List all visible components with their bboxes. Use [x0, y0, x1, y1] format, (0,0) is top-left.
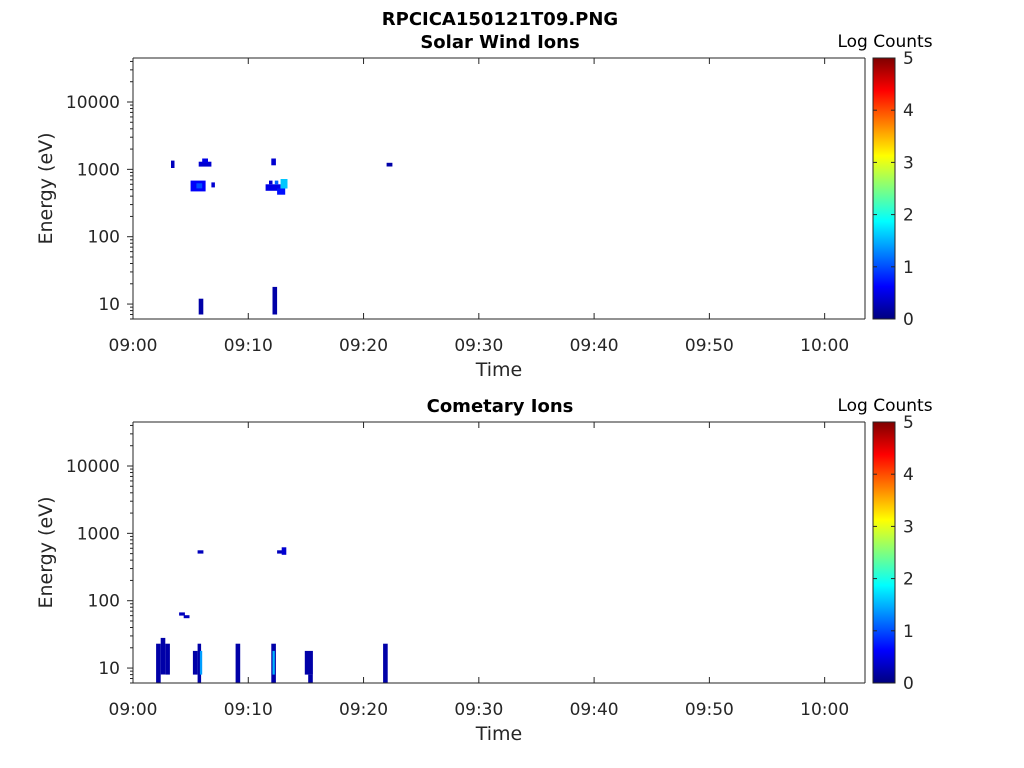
y-tick-label: 10000	[66, 457, 120, 477]
chart-title: Cometary Ions	[427, 396, 574, 417]
heatmap-cell	[272, 286, 278, 315]
heatmap-cell	[198, 161, 212, 167]
colorbar-label: Log Counts	[837, 32, 932, 52]
colorbar-tick-label: 5	[903, 49, 914, 69]
x-tick-label: 09:50	[685, 700, 734, 720]
colorbar-tick-label: 2	[903, 570, 914, 590]
heatmap-cell	[271, 158, 276, 166]
colorbar	[872, 421, 896, 684]
heatmap-cell	[281, 547, 287, 555]
colorbar-tick-label: 2	[903, 206, 914, 226]
x-tick-label: 09:40	[570, 700, 619, 720]
colorbar-tick-label: 0	[903, 310, 914, 330]
x-tick-label: 09:10	[224, 700, 273, 720]
x-tick-label: 09:50	[685, 336, 734, 356]
y-tick-label: 100	[88, 592, 120, 612]
y-tick-label: 10	[98, 295, 120, 315]
heatmap-cell	[272, 650, 275, 675]
heatmap-cell	[274, 180, 279, 185]
heatmap-cell	[160, 637, 166, 675]
y-tick-label: 1000	[77, 524, 120, 544]
heatmap-cell	[386, 162, 393, 167]
y-tick-label: 100	[88, 228, 120, 248]
colorbar-tick-label: 3	[903, 153, 914, 173]
heatmap-cell	[202, 158, 208, 163]
heatmap-cell	[211, 182, 215, 188]
colorbar-tick-label: 0	[903, 674, 914, 694]
heatmap-cell	[165, 643, 170, 675]
y-tick-label: 10	[98, 659, 120, 679]
heatmap-cell	[304, 650, 313, 675]
x-tick-label: 09:30	[454, 336, 503, 356]
x-tick-label: 09:40	[570, 336, 619, 356]
heatmap-cell	[179, 612, 185, 616]
x-tick-label: 10:00	[800, 700, 849, 720]
colorbar-tick-label: 5	[903, 413, 914, 433]
heatmap-cell	[277, 188, 286, 195]
x-axis-label: Time	[475, 359, 523, 381]
x-tick-label: 09:00	[109, 336, 158, 356]
x-tick-label: 09:20	[339, 336, 388, 356]
heatmap-cell	[383, 643, 388, 683]
heatmap-cell	[192, 650, 198, 675]
y-axis-label: Energy (eV)	[35, 132, 57, 244]
heatmap-cell	[280, 179, 288, 189]
heatmap-cell	[156, 643, 161, 683]
heatmap-cell	[277, 550, 283, 554]
heatmap-cell	[265, 184, 281, 191]
heatmap-cell	[308, 674, 313, 683]
x-tick-label: 09:20	[339, 700, 388, 720]
colorbar-tick-label: 1	[903, 622, 914, 642]
heatmap-cell	[171, 160, 175, 168]
heatmap-cell	[235, 643, 241, 683]
colorbar-tick-label: 4	[903, 101, 914, 121]
x-tick-label: 10:00	[800, 336, 849, 356]
x-tick-label: 09:10	[224, 336, 273, 356]
colorbar-tick-label: 1	[903, 258, 914, 278]
colorbar-label: Log Counts	[837, 396, 932, 416]
figure-title: RPCICA150121T09.PNG	[382, 9, 618, 30]
y-axis-label: Energy (eV)	[35, 496, 57, 608]
x-axis-label: Time	[475, 723, 523, 745]
y-tick-label: 10000	[66, 93, 120, 113]
x-tick-label: 09:30	[454, 700, 503, 720]
colorbar-tick-label: 4	[903, 465, 914, 485]
heatmap-cell	[198, 298, 204, 315]
chart-title: Solar Wind Ions	[420, 32, 579, 53]
y-tick-label: 1000	[77, 160, 120, 180]
heatmap-cell	[269, 180, 273, 185]
colorbar-tick-label: 3	[903, 517, 914, 537]
heatmap-cell	[197, 550, 204, 554]
colorbar	[872, 57, 896, 320]
heatmap-cell	[197, 643, 202, 683]
x-tick-label: 09:00	[109, 700, 158, 720]
heatmap-cell	[199, 650, 203, 675]
heatmap-cell	[196, 183, 203, 189]
heatmap-cell	[183, 615, 190, 619]
